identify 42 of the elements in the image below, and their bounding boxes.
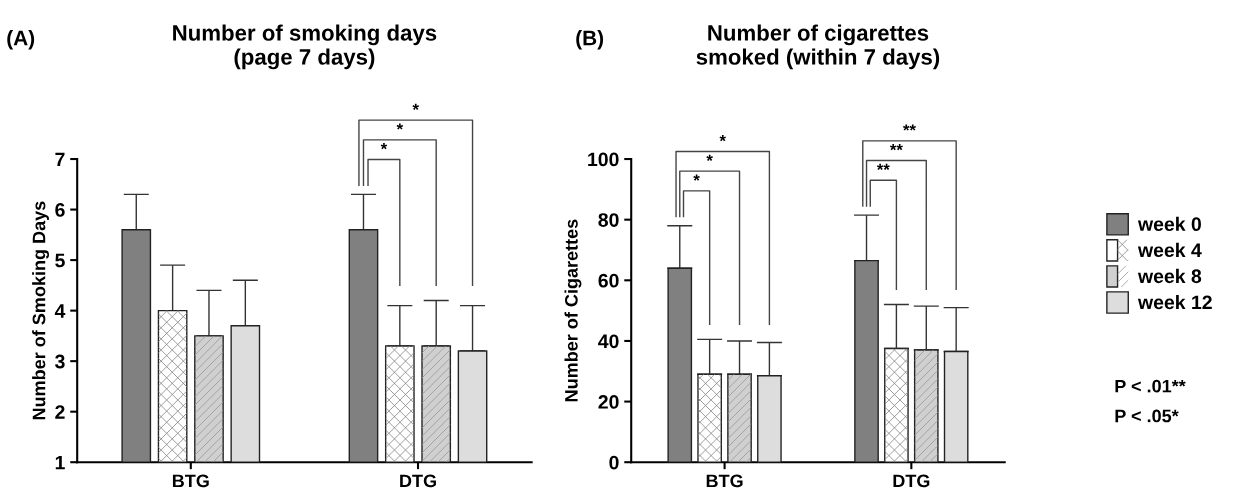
x-tick-label: BTG [706, 474, 743, 488]
bar [854, 259, 879, 463]
text: ** [889, 144, 903, 151]
text: P < .01** [1115, 379, 1186, 393]
bar [667, 267, 693, 463]
y-tick-label: 100 [588, 152, 619, 167]
y-tick-label: 1 [55, 455, 65, 470]
text: P < .05* [1115, 409, 1179, 423]
bar [943, 350, 969, 463]
y-tick-label: 0 [609, 455, 619, 470]
text: * [719, 135, 726, 142]
text: (A) [7, 30, 35, 50]
y-tick-label: 40 [598, 334, 619, 349]
annotation: ** [876, 163, 890, 171]
x-tick-label: BTG [172, 474, 209, 488]
y-tick-label: 3 [55, 354, 65, 369]
legend-label: week 0 [1137, 216, 1201, 232]
annotation: * [693, 174, 700, 181]
legend-label: week 8 [1137, 268, 1202, 284]
x-tick-label: DTG [893, 474, 930, 488]
y-tick-label: 20 [598, 395, 619, 409]
legend-label: week 12 [1137, 294, 1212, 310]
y-tick-label: 6 [55, 203, 65, 217]
text: (B) [576, 30, 604, 50]
y-axis-title: Number of Cigarettes [564, 219, 582, 402]
y-axis-title: Number of Smoking Days [32, 201, 50, 420]
chart-title: Number of cigarettes smoked (within 7 days) [696, 24, 940, 70]
bar [757, 375, 782, 463]
x-tick-label: DTG [400, 474, 436, 488]
y-tick-label: 4 [54, 304, 66, 318]
text: * [380, 143, 388, 150]
text: * [412, 103, 419, 110]
text: * [396, 123, 404, 130]
y-tick-label: 2 [55, 405, 65, 419]
y-tick-label: 60 [598, 273, 619, 288]
legend-label: week 4 [1137, 242, 1202, 258]
text: ** [903, 124, 916, 131]
y-tick-label: 80 [598, 213, 619, 227]
annotation: * [706, 154, 713, 161]
y-tick-label: 7 [55, 152, 65, 167]
y-tick-label: 5 [55, 253, 65, 268]
chart-title: Number of smoking days (page 7 days) [173, 24, 437, 70]
